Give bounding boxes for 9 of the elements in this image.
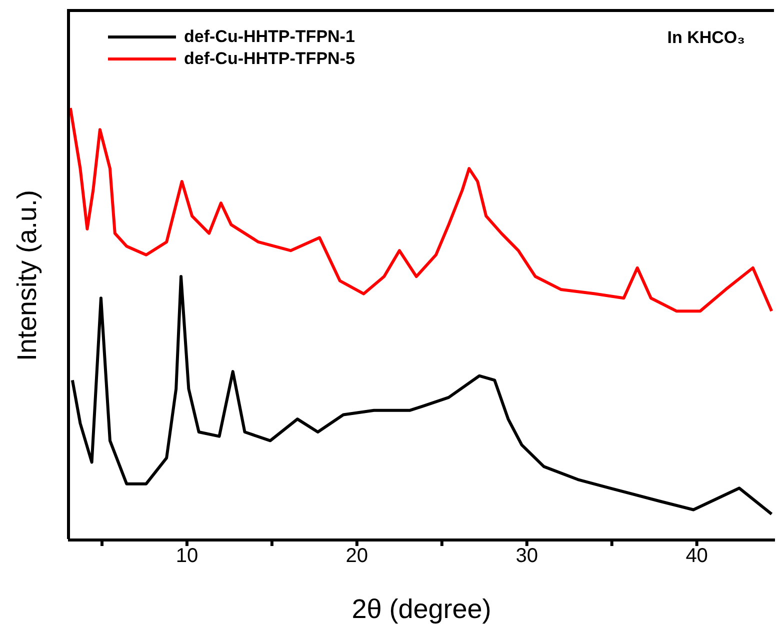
x-tick-label: 30: [516, 545, 538, 568]
text: In KHCO₃: [667, 28, 745, 48]
legend-label: def-Cu-HHTP-TFPN-5: [184, 49, 355, 69]
x-tick-label: 40: [686, 545, 708, 568]
x-axis-title: 2θ (degree): [352, 594, 492, 624]
x-tick-label: 10: [176, 545, 198, 568]
x-tick-label: 20: [346, 545, 368, 568]
legend-label: def-Cu-HHTP-TFPN-1: [184, 27, 355, 47]
y-axis-title: Intensity (a.u.): [12, 189, 44, 361]
